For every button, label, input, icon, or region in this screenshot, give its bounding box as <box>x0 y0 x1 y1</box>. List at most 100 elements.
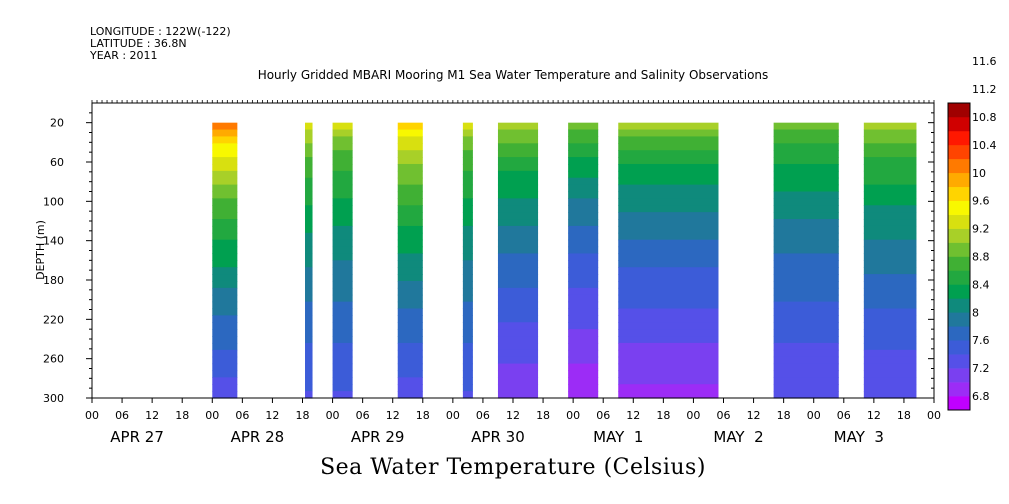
temperature-cell <box>568 280 599 289</box>
temperature-cell <box>305 246 313 255</box>
temperature-cell <box>618 384 719 392</box>
temperature-cell <box>397 205 423 213</box>
temperature-cell <box>462 329 473 337</box>
temperature-cell <box>332 177 353 186</box>
longitude-label: LONGITUDE : 122W(-122) <box>90 25 231 38</box>
temperature-cell <box>305 363 313 372</box>
x-hour-label: 18 <box>416 409 430 422</box>
temperature-cell <box>397 329 423 337</box>
temperature-cell <box>863 177 917 186</box>
temperature-cell <box>462 239 473 248</box>
temperature-cell <box>332 129 353 138</box>
temperature-cell <box>863 122 917 131</box>
temperature-cell <box>212 136 238 144</box>
temperature-cell <box>773 232 839 241</box>
temperature-cell <box>497 391 539 399</box>
colorbar-label: 10 <box>972 167 986 180</box>
temperature-cell <box>212 391 238 399</box>
temperature-cell <box>212 370 238 378</box>
x-hour-label: 18 <box>897 409 911 422</box>
temperature-cell <box>773 219 839 227</box>
temperature-cell <box>863 308 917 316</box>
temperature-cell <box>332 212 353 220</box>
temperature-cell <box>497 267 539 275</box>
temperature-cell <box>773 136 839 144</box>
temperature-cell <box>773 129 839 138</box>
temperature-cell <box>497 170 539 179</box>
temperature-cell <box>305 342 313 351</box>
temperature-cell <box>863 315 917 323</box>
colorbar-label: 8.8 <box>972 251 990 264</box>
temperature-cell <box>332 384 353 392</box>
temperature-cell <box>332 274 353 282</box>
x-hour-label: 00 <box>927 409 941 422</box>
temperature-cell <box>863 163 917 172</box>
x-hour-label: 06 <box>717 409 731 422</box>
temperature-cell <box>773 170 839 179</box>
temperature-cell <box>212 274 238 282</box>
colorbar-label: 7.2 <box>972 362 990 375</box>
temperature-cell <box>305 308 313 316</box>
temperature-cell <box>462 308 473 316</box>
x-hour-label: 12 <box>867 409 881 422</box>
temperature-cell <box>332 342 353 351</box>
temperature-cell <box>332 143 353 151</box>
temperature-cell <box>332 184 353 193</box>
temperature-cell <box>618 363 719 372</box>
x-hour-label: 12 <box>747 409 761 422</box>
temperature-cell <box>305 260 313 268</box>
temperature-cell <box>863 150 917 158</box>
temperature-cell <box>397 184 423 193</box>
colorbar-swatch <box>948 103 970 118</box>
temperature-cell <box>397 384 423 392</box>
temperature-cell <box>773 377 839 385</box>
temperature-cell <box>212 143 238 151</box>
colorbar-swatch <box>948 382 970 397</box>
colorbar-swatch <box>948 172 970 188</box>
temperature-cell <box>305 232 313 241</box>
temperature-cell <box>397 356 423 365</box>
colorbar-swatch <box>948 186 970 201</box>
temperature-cell <box>863 225 917 234</box>
temperature-cell <box>618 260 719 268</box>
temperature-cell <box>305 322 313 330</box>
temperature-cell <box>568 267 599 275</box>
colorbar: 6.8 7.2 7.6 8 8.4 8.8 9.2 9.6 10 10.4 10.8 11.2 11.6 <box>947 55 997 411</box>
temperature-cell <box>397 225 423 234</box>
temperature-cell <box>332 391 353 399</box>
temperature-cell <box>212 232 238 241</box>
temperature-cell <box>462 391 473 399</box>
temperature-cell <box>773 294 839 303</box>
temperature-cell <box>863 391 917 399</box>
temperature-cell <box>773 239 839 248</box>
temperature-cell <box>618 239 719 248</box>
temperature-cell <box>618 136 719 144</box>
temperature-cell <box>618 349 719 358</box>
temperature-cell <box>773 336 839 344</box>
temperature-cell <box>773 225 839 234</box>
temperature-cell <box>462 336 473 344</box>
temperature-cell <box>332 370 353 378</box>
temperature-cell <box>773 267 839 275</box>
temperature-cell <box>773 274 839 282</box>
data-segment <box>397 122 423 399</box>
temperature-cell <box>397 129 423 138</box>
temperature-cell <box>332 205 353 213</box>
temperature-cell <box>568 184 599 193</box>
temperature-cell <box>618 163 719 172</box>
data-segment <box>568 122 599 399</box>
temperature-cell <box>568 322 599 330</box>
temperature-cell <box>863 246 917 255</box>
temperature-cell <box>462 280 473 289</box>
temperature-cell <box>305 239 313 248</box>
temperature-cell <box>462 157 473 165</box>
temperature-cell <box>618 336 719 344</box>
temperature-cell <box>332 280 353 289</box>
x-hour-label: 06 <box>476 409 490 422</box>
temperature-cell <box>397 274 423 282</box>
temperature-cell <box>332 170 353 179</box>
temperature-cell <box>305 370 313 378</box>
temperature-cell <box>618 150 719 158</box>
temperature-cell <box>497 294 539 303</box>
temperature-cell <box>863 356 917 365</box>
